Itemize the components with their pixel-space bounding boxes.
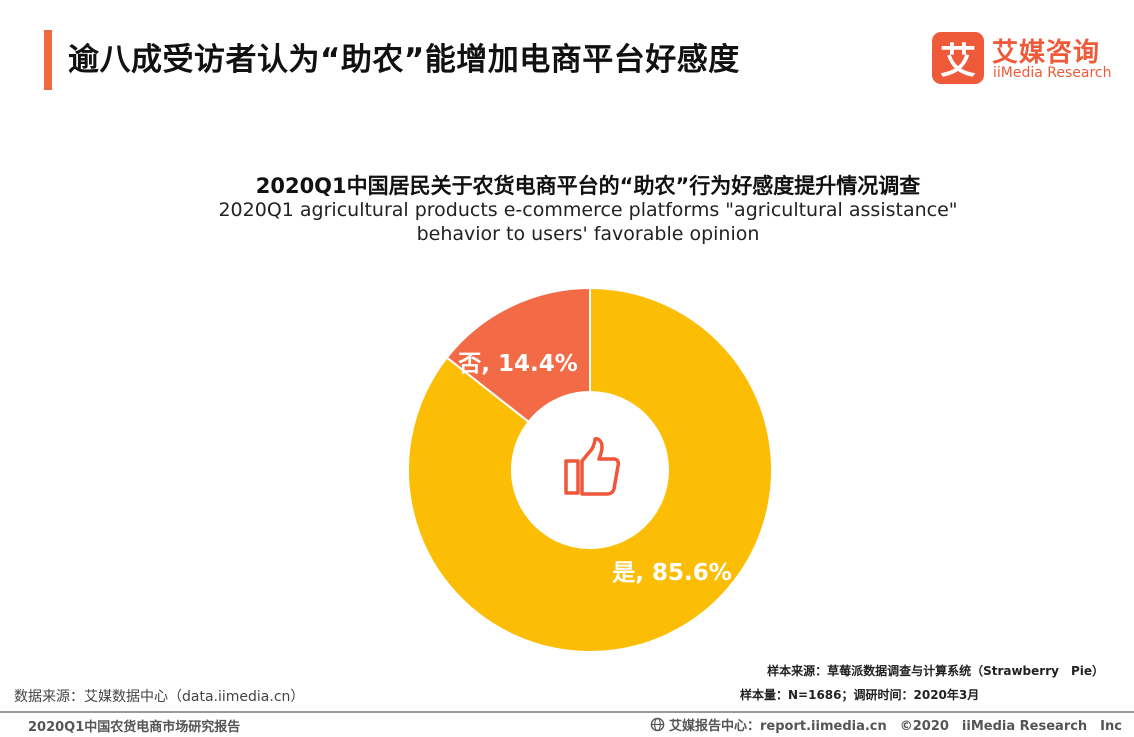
chart-title: 2020Q1中国居民关于农货电商平台的“助农”行为好感度提升情况调查 (255, 174, 921, 198)
footer-report-name: 2020Q1中国农货电商市场研究报告 (28, 720, 241, 735)
sample-source-note: 样本来源：草莓派数据调查与计算系统（Strawberry Pie） (767, 664, 1104, 678)
chart-subtitle: 2020Q1 agricultural products e-commerce … (0, 198, 1134, 246)
donut-slices (407, 286, 773, 653)
logo-name-en: iiMedia Research (993, 65, 1112, 81)
footer-credits[interactable]: 艾媒报告中心：report.iimedia.cn ©2020 iiMedia R… (650, 715, 1122, 734)
slice-label-no: 否, 14.4% (457, 351, 578, 377)
donut-slice-yes (407, 286, 773, 653)
slice-label-yes: 是, 85.6% (612, 560, 732, 586)
logo-mark-char: 艾 (940, 41, 976, 82)
brand-logo: 艾 艾媒咨询 iiMedia Research (932, 32, 1122, 88)
thumbs-up-icon (564, 437, 621, 496)
logo-mark-icon: 艾 (932, 32, 984, 84)
title-accent-bar (44, 30, 52, 90)
slice-labels: 是, 85.6% 否, 14.4% (457, 351, 732, 586)
footer-credits-text[interactable]: 艾媒报告中心：report.iimedia.cn ©2020 iiMedia R… (669, 719, 1122, 734)
logo-name-cn: 艾媒咨询 (992, 38, 1101, 68)
footer-divider (0, 711, 1134, 713)
chart-subtitle-text: 2020Q1 agricultural products e-commerce … (218, 199, 958, 245)
donut-slice-no (445, 286, 591, 424)
sample-size-note: 样本量：N=1686；调研时间：2020年3月 (740, 688, 980, 702)
data-source-note: 数据来源：艾媒数据中心（data.iimedia.cn） (14, 689, 305, 705)
page-title: 逾八成受访者认为“助农”能增加电商平台好感度 (68, 42, 740, 78)
globe-icon (650, 717, 665, 732)
